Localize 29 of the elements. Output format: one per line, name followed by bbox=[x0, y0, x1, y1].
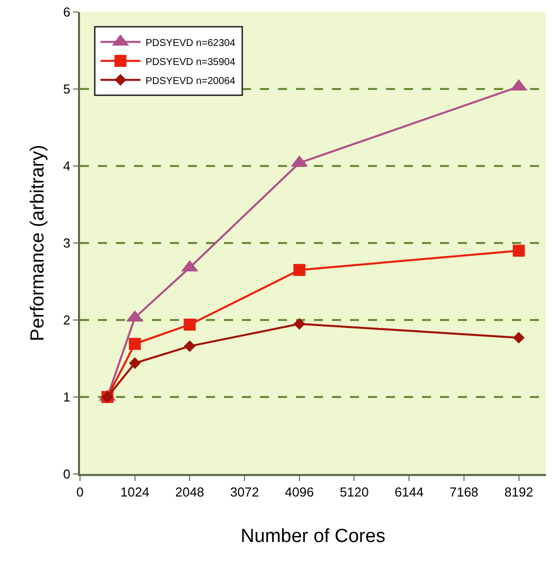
x-tick-label: 8192 bbox=[504, 484, 534, 500]
x-tick-label: 5120 bbox=[340, 484, 369, 500]
point bbox=[293, 264, 306, 276]
x-axis-title: Number of Cores bbox=[240, 526, 386, 547]
y-axis-title: Performance (arbitrary) bbox=[28, 144, 49, 342]
legend-label: PDSYEVD n=35904 bbox=[145, 56, 236, 68]
point bbox=[129, 357, 141, 369]
x-tick-label: 4096 bbox=[284, 484, 314, 500]
x-tick-label: 3072 bbox=[230, 484, 260, 500]
point bbox=[184, 318, 196, 331]
point bbox=[512, 332, 525, 344]
legend-label: PDSYEVD n=20064 bbox=[145, 76, 236, 87]
x-tick-label: 2048 bbox=[175, 484, 204, 500]
y-tick-label: 0 bbox=[63, 466, 70, 482]
y-tick-label: 2 bbox=[63, 312, 70, 328]
y-tick-label: 3 bbox=[63, 236, 70, 251]
y-tick-label: 6 bbox=[63, 4, 70, 20]
legend-label: PDSYEVD n=62304 bbox=[145, 38, 236, 49]
x-tick-label: 0 bbox=[76, 484, 84, 500]
point bbox=[294, 318, 306, 330]
point bbox=[512, 244, 525, 257]
point bbox=[128, 338, 141, 350]
x-tick-label: 6144 bbox=[394, 484, 424, 500]
x-tick-label: 1024 bbox=[120, 484, 150, 500]
y-tick-label: 1 bbox=[63, 390, 70, 405]
y-tick-label: 5 bbox=[63, 82, 70, 97]
x-tick-label: 7168 bbox=[449, 484, 478, 500]
y-tick-label: 4 bbox=[63, 158, 70, 174]
point bbox=[184, 340, 196, 352]
